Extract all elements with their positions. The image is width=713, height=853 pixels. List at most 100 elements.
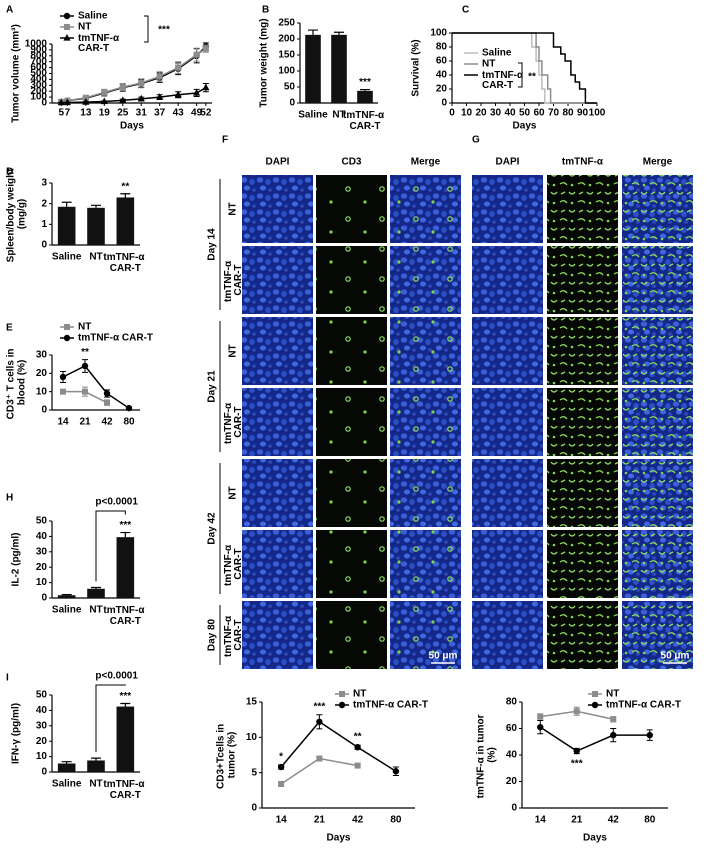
row-label: NT [228,344,239,357]
y-tick-label: 0 [41,98,47,109]
y-tick-label: 1000 [25,39,48,50]
micrograph-overlay [622,459,693,527]
panel-label: H [6,493,13,504]
error-bar [120,531,131,538]
bar [305,34,321,104]
y-tick-label: 50 [36,516,48,527]
x-tick-label: NT [89,605,102,616]
series-line [452,32,597,104]
point [82,388,88,395]
x-tick-label: 20 [475,108,487,119]
micrograph-overlay [622,530,693,598]
annotation: *** [158,25,170,36]
error-bar [61,201,72,207]
y-tick-label: 300 [30,80,47,91]
micrograph-overlay [316,246,387,314]
error-bar [91,204,101,208]
legend-marker [592,691,598,697]
x-tick-label: Saline [52,605,82,616]
legend-marker [64,324,70,330]
point [101,89,108,96]
y-tick-label: 100 [430,28,447,39]
bracket [95,684,126,753]
x-tick-label: 31 [136,108,148,119]
x-tick-label: 80 [644,815,656,826]
micrograph-overlay [316,459,387,527]
panel-label: E [6,323,13,334]
x-tick-label: tmTNF-α CAR-T [103,779,147,801]
micrograph-overlay [547,601,618,669]
point [100,97,108,105]
y-tick-label: 700 [30,56,47,67]
x-tick-label: 14 [535,815,547,826]
y-tick-label: 0 [41,767,47,778]
bar [357,90,373,103]
bar [57,206,76,245]
x-tick-label: tmTNF-α CAR-T [343,110,387,132]
panel-label: D [6,167,13,178]
legend-marker [63,12,71,20]
x-tick-label: 43 [173,108,185,119]
annotation: *** [119,691,131,702]
point [119,96,127,103]
y-tick-label: 10 [36,386,48,397]
bracket [95,510,126,582]
micrograph [472,246,543,314]
error-bar [308,29,318,35]
legend-marker [63,334,71,342]
micrograph-overlay [390,601,461,669]
y-axis-label: tmTNF-α in tumor (%) [475,712,497,799]
point [278,780,285,787]
annotation: p<0.0001 [95,671,138,682]
micrograph [472,601,543,669]
y-tick-label: 3 [41,178,47,189]
y-axis-label: Tumor weight (mg) [259,18,270,107]
y-tick-label: 40 [36,705,48,716]
micrograph [242,317,313,385]
micrograph [472,388,543,456]
x-tick-label: 5 [58,108,64,119]
point [59,373,67,381]
point [316,755,323,762]
point [202,45,209,52]
micrograph-overlay [390,530,461,598]
y-tick-label: 0 [41,405,47,416]
micrograph-overlay [622,601,693,669]
point [354,762,361,769]
row-label: NT [228,202,239,215]
y-tick-label: 30 [36,350,48,361]
point [573,708,580,715]
x-tick-label: 40 [504,108,516,119]
x-tick-label: 90 [577,108,589,119]
point [573,747,580,755]
y-axis-label: Tumor volume (mm³) [11,24,22,123]
annotation: *** [359,77,371,88]
point [156,73,163,80]
y-tick-label: 20 [436,84,448,95]
annotation: *** [119,520,131,531]
x-tick-label: tmTNF-α CAR-T [103,252,147,274]
micrograph [242,246,313,314]
micrograph-overlay [622,317,693,385]
x-tick-label: 14 [276,815,288,826]
bar [57,595,76,598]
bracket [518,62,523,88]
legend-label: NT [606,689,619,700]
series-line [280,720,397,772]
micrograph [242,530,313,598]
y-tick-label: 0 [289,98,295,109]
legend-marker [338,701,346,709]
error-bar [120,702,131,707]
bar [116,537,135,598]
micrograph-overlay [390,246,461,314]
y-tick-label: 800 [30,50,47,61]
legend-label: tmTNF-α CAR-T [78,333,153,344]
micrograph [242,388,313,456]
column-header: Merge [643,157,673,168]
x-tick-label: 80 [562,108,574,119]
y-tick-label: 30 [36,546,48,557]
bar [87,207,105,245]
point [60,388,66,395]
point [82,98,90,105]
y-tick-label: 10 [246,732,258,743]
